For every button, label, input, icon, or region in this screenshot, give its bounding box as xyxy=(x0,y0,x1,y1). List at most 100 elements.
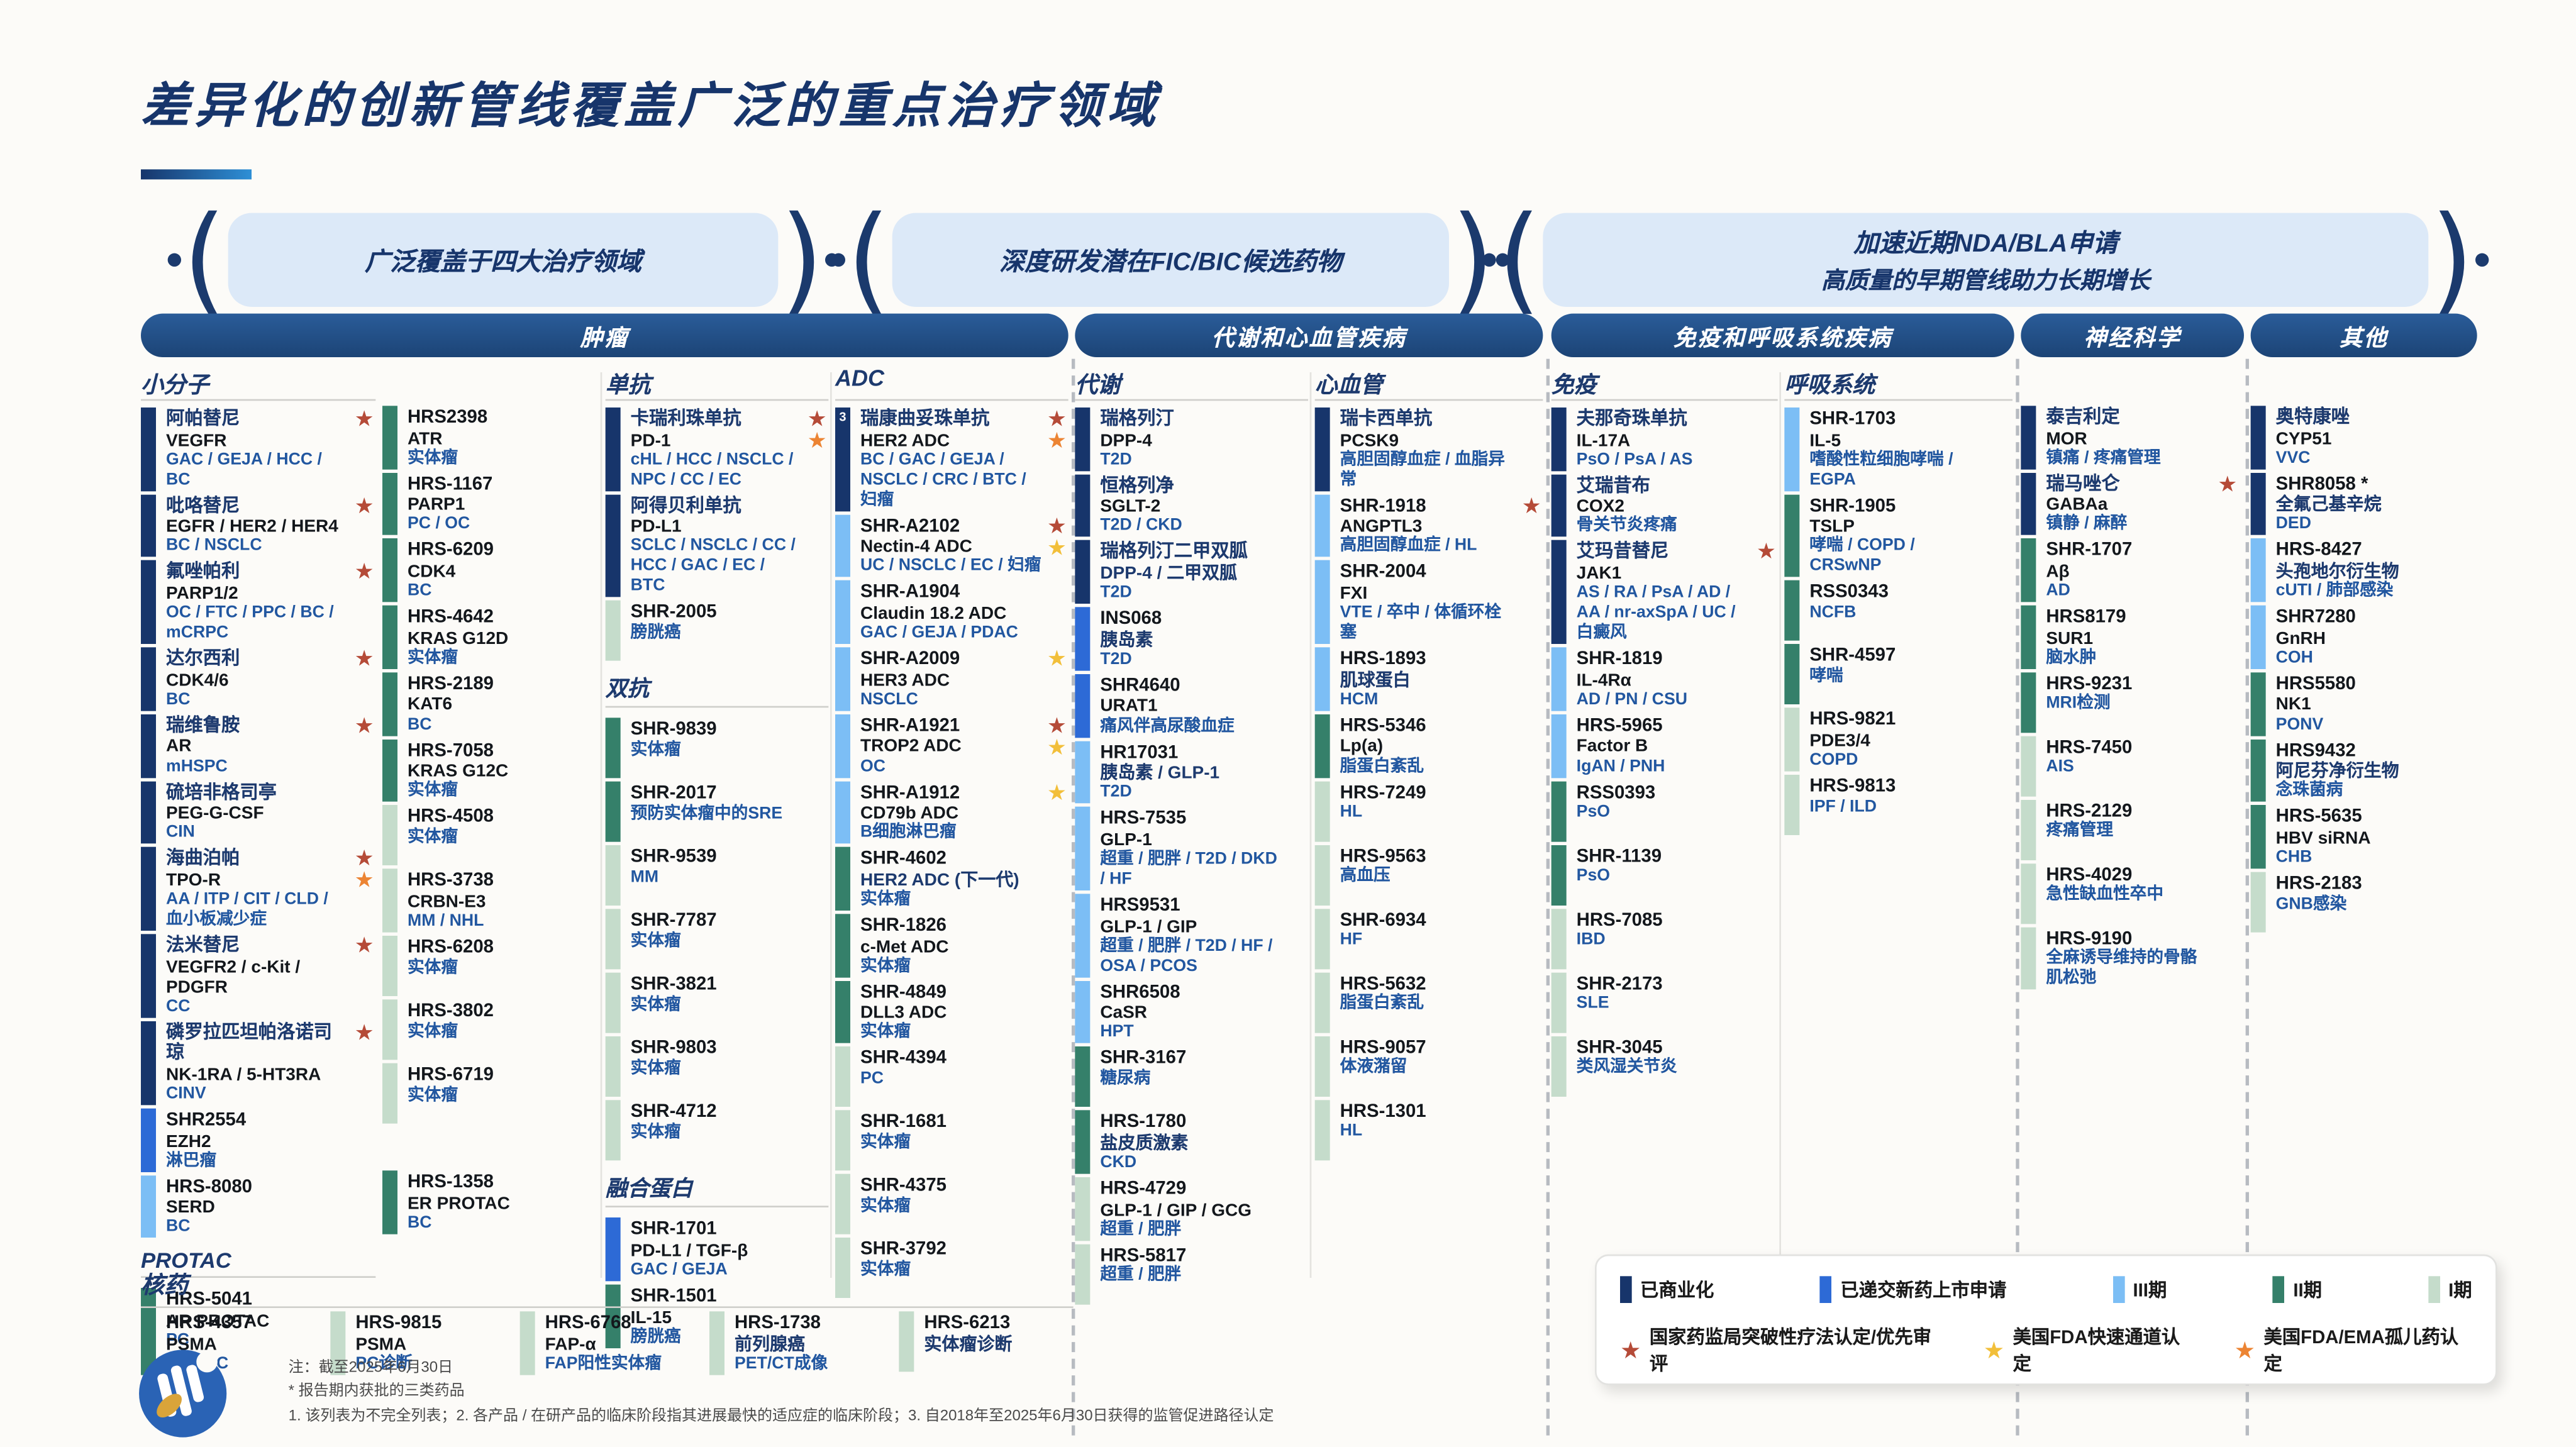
column-header: 代谢 xyxy=(1075,365,1309,401)
drug-indications: BC / GAC / GEJA / NSCLC / CRC / BTC / 妇瘤 xyxy=(860,450,1026,509)
drug-card: SHR-4597 哮喘 xyxy=(1784,645,2012,706)
drug-card: SHR-A2009 HER3 ADC NSCLC ★ xyxy=(835,648,1069,711)
drug-target: DLL3 ADC xyxy=(860,1003,947,1024)
phase-bar-nda xyxy=(141,1108,157,1172)
phase-bar-p2 xyxy=(605,718,621,779)
column-b: HRS2398 ATR 实体瘤 HRS-1167 PARP1 PC / OC HRS-620… xyxy=(382,365,597,1237)
drug-card: SHR-A1921 TROP2 ADC OC ★ ★ xyxy=(835,714,1069,778)
phase-bar-p1 xyxy=(1314,1035,1330,1096)
pill-3: (加速近期NDA/BLA申请 高质量的早期管线助力长期增长) xyxy=(1482,201,2489,317)
drug-card: SHR-1707 Aβ AD xyxy=(2021,539,2239,602)
drug-name: HRS-7249 xyxy=(1340,782,1426,803)
drug-info: RSS0393 PsO xyxy=(1577,780,1751,841)
drug-name: SHR-1501 xyxy=(630,1286,717,1307)
drug-name: HRS-4642 xyxy=(408,607,494,628)
phase-bar-marketed xyxy=(1314,407,1330,491)
drug-target: TSLP xyxy=(1809,517,1855,538)
column-header: 心血管 xyxy=(1314,365,1543,401)
drug-info: HRS-3802 实体瘤 xyxy=(408,999,570,1060)
drug-info: SHR-4597 哮喘 xyxy=(1809,645,1985,705)
drug-name: HRS-5346 xyxy=(1340,716,1426,736)
section-header: PROTAC xyxy=(141,1248,376,1279)
drug-target: DPP-4 / 二甲双胍 xyxy=(1100,563,1238,584)
drug-info: HRS-1893 肌球蛋白 HCM xyxy=(1340,648,1516,711)
phase-bar-p1 xyxy=(1551,908,1567,969)
drug-indications: 实体瘤 xyxy=(630,1123,681,1143)
drug-card: HRS-3738 CRBN-E3 MM / NHL xyxy=(382,868,597,933)
drug-card: SHR-A1912 CD79b ADC B细胞淋巴瘤 ★ xyxy=(835,780,1069,844)
drug-info: 法米替尼 VEGFR2 / c-Kit / PDGFR CC xyxy=(166,934,349,1017)
drug-target: 胰岛素 / GLP-1 xyxy=(1100,763,1220,784)
drug-info: HRS5580 NK1 PONV xyxy=(2276,672,2449,736)
phase-bar-p1 xyxy=(1075,1243,1091,1304)
phase-bar-p1 xyxy=(2021,863,2036,924)
drug-card: SHR-9803 实体瘤 xyxy=(605,1037,829,1098)
phase-bar-p1 xyxy=(1314,844,1330,905)
drug-target: CYP51 xyxy=(2275,428,2332,449)
legend-phase-p1: I期 xyxy=(2428,1276,2472,1304)
drug-name: SHR-1905 xyxy=(1809,496,1896,516)
drug-target: KRAS G12C xyxy=(408,762,509,782)
drug-target: HER3 ADC xyxy=(860,670,950,691)
banner-5: 其他 xyxy=(2250,313,2477,358)
phase-bar-p2 xyxy=(2021,605,2036,669)
drug-indications: PsO / PsA / AS xyxy=(1576,450,1693,469)
phase-bar-p2 xyxy=(1075,1046,1091,1107)
column-header xyxy=(382,365,597,399)
drug-info: HRS-9563 高血压 xyxy=(1340,845,1516,905)
drug-target: Lp(a) xyxy=(1340,736,1384,757)
phase-bar-p3 xyxy=(1314,560,1330,645)
drug-name: HRS-3738 xyxy=(408,870,494,891)
drug-target: PD-L1 / TGF-β xyxy=(630,1241,748,1261)
drug-name: 艾瑞昔布 xyxy=(1576,475,1651,496)
drug-indications: 实体瘤 xyxy=(408,958,458,977)
phase-bar-p1 xyxy=(1314,908,1330,969)
drug-card: HRS-6213 实体瘤诊断 xyxy=(899,1311,1087,1372)
pill-label-line: 加速近期NDA/BLA申请 xyxy=(1853,229,2118,258)
drug-name: HRS-7450 xyxy=(2046,737,2133,758)
phase-bar-p2 xyxy=(835,914,851,977)
phase-bar-p1 xyxy=(519,1311,535,1375)
drug-name: SHR-A2102 xyxy=(860,516,960,536)
drug-info: 氟唑帕利 PARP1/2 OC / FTC / PPC / BC / mCRPC xyxy=(166,561,349,645)
star-breakthrough-icon: ★ xyxy=(354,559,374,585)
drug-target: PARP1 xyxy=(408,495,465,516)
star-fasttrack-icon: ★ xyxy=(1983,1336,2005,1364)
star-fasttrack-icon: ★ xyxy=(1046,734,1067,760)
drug-info: HRS-4029 急性缺血性卒中 xyxy=(2046,863,2212,924)
star-breakthrough-icon: ★ xyxy=(1046,513,1067,538)
phase-bar-marketed xyxy=(2250,406,2266,469)
drug-target: CaSR xyxy=(1100,1003,1148,1024)
drug-target: Nectin-4 ADC xyxy=(860,537,972,558)
drug-target: NK-1RA / 5-HT3RA xyxy=(166,1065,321,1085)
drug-target: SERD xyxy=(166,1198,215,1219)
column-a: 小分子 阿帕替尼 VEGFR GAC / GEJA / HCC / BC ★ 吡咯替尼 EG… xyxy=(141,365,376,1355)
drug-card: HRS-1893 肌球蛋白 HCM xyxy=(1314,647,1543,711)
phase-bar-p3 xyxy=(1075,807,1091,890)
drug-card: SHR7280 GnRH COH xyxy=(2250,605,2475,669)
group-divider xyxy=(1072,358,1075,1436)
drug-card: HRS-4029 急性缺血性卒中 xyxy=(2021,863,2239,924)
drug-indications: IPF / ILD xyxy=(1809,797,1877,817)
drug-name: HRS-1358 xyxy=(408,1172,494,1192)
drug-indications: T2D xyxy=(1100,783,1132,802)
drug-card: 吡咯替尼 EGFR / HER2 / HER4 BC / NSCLC ★ xyxy=(141,494,375,558)
drug-name: SHR-1826 xyxy=(860,915,947,936)
drug-name: SHR4640 xyxy=(1100,675,1180,696)
phase-bar-p1 xyxy=(382,999,398,1060)
drug-info: 艾玛昔替尼 JAK1 AS / RA / PsA / AD / AA / nr-ax… xyxy=(1577,541,1751,645)
column-header: 呼吸系统 xyxy=(1784,365,2013,401)
drug-name: SHR-A2009 xyxy=(860,649,960,670)
drug-name: SHR-1707 xyxy=(2046,540,2133,561)
drug-name: HRS-1780 xyxy=(1100,1112,1187,1133)
star-breakthrough-icon: ★ xyxy=(354,645,374,671)
drug-card: HRS-8427 头孢地尔衍生物 cUTI / 肺部感染 xyxy=(2250,539,2475,602)
drug-indications: CHB xyxy=(2275,848,2312,867)
column-other: 奥特康唑 CYP51 VVC SHR8058 * 全氟己基辛烷 DED HRS-8427 头孢… xyxy=(2250,365,2475,935)
drug-name: SHR-4602 xyxy=(860,848,947,869)
phase-bar-p2 xyxy=(835,847,851,911)
drug-card: SHR8058 * 全氟己基辛烷 DED xyxy=(2250,472,2475,536)
drug-indications: 实体瘤 xyxy=(408,1022,458,1041)
drug-card: 氟唑帕利 PARP1/2 OC / FTC / PPC / BC / mCRPC ★ xyxy=(141,559,375,645)
phase-bar-marketed xyxy=(1551,407,1567,471)
